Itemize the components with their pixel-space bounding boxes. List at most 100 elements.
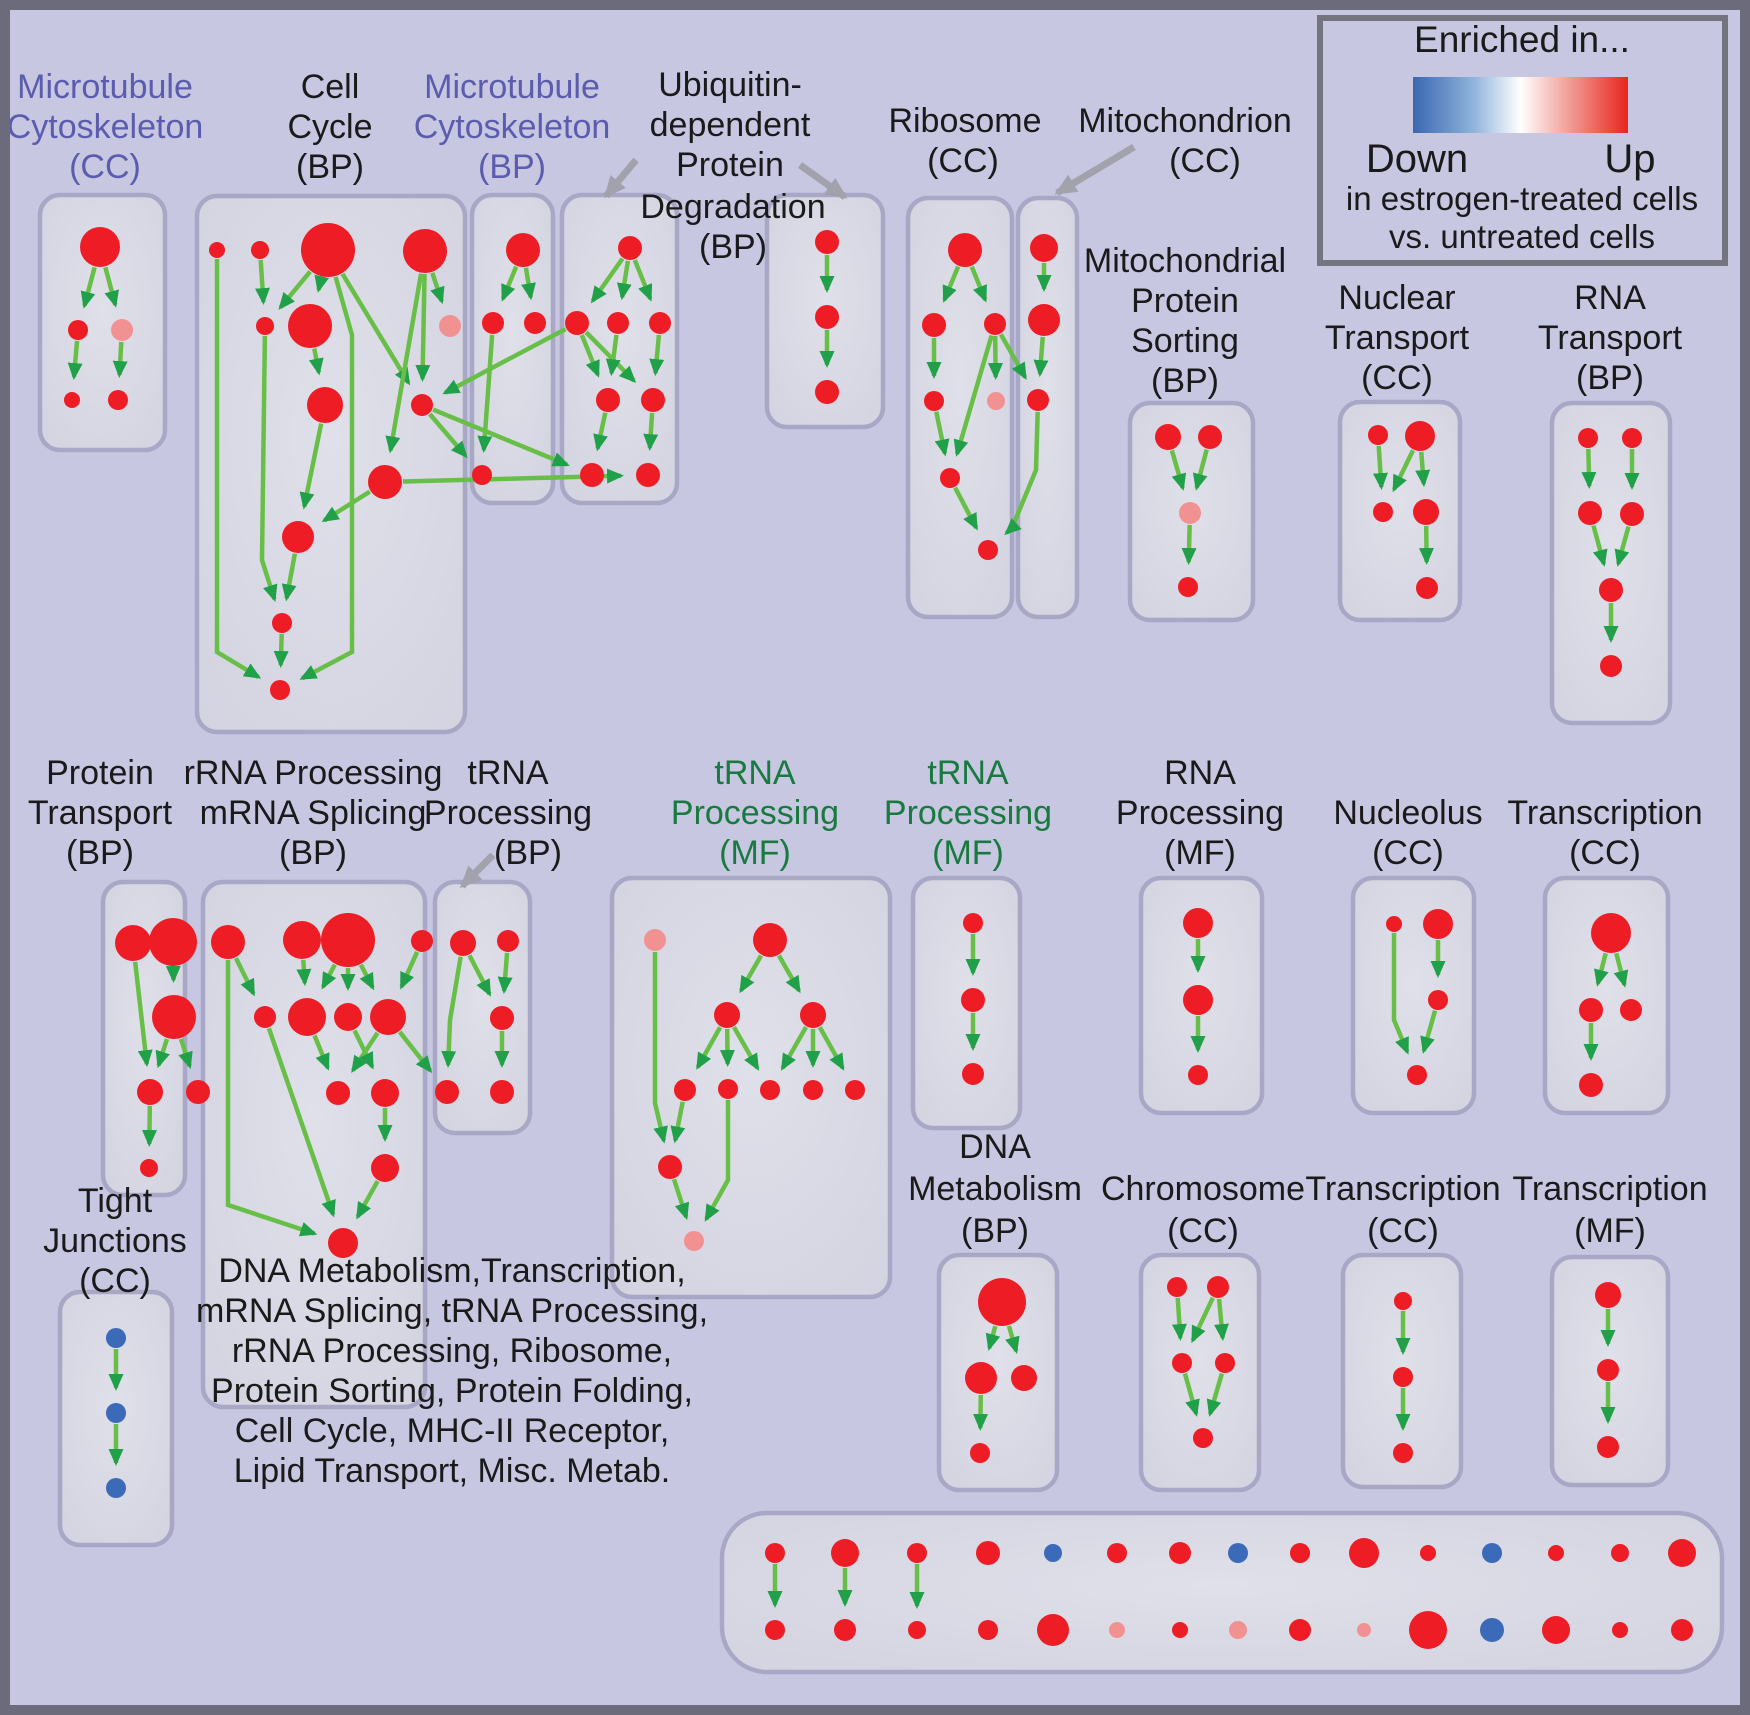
panel-node-bottom-8 [1229,1621,1247,1639]
group-label: Nucleolus [1333,794,1482,832]
nuclear-transport-box [1337,399,1463,623]
chromosome-edge [1213,1298,1229,1342]
ubiquitin-a-edge [643,412,659,452]
transcription-cc-2-node-2 [1620,999,1642,1021]
group-label: RNA [1164,754,1236,792]
group-label: (MF) [719,834,791,872]
chromosome-node-2 [1172,1353,1192,1373]
panel-node-top-10 [1349,1538,1379,1568]
transcription-mf-node-1 [1597,1359,1619,1381]
microtubule-cc-node-2 [111,319,133,341]
group-label: (CC) [1361,359,1433,397]
trna-mf-1-edge [732,1026,760,1071]
group-label: Cytoskeleton [7,108,204,146]
group-label: tRNA [467,754,549,792]
trna-bp-edge [467,954,492,997]
group-label: Transcription [1512,1170,1707,1208]
ribosome-edge [988,335,1004,381]
panel-node-bottom-9 [1289,1619,1311,1641]
cell-cycle-edge [255,259,270,306]
ubiquitin-a-node-3 [649,312,671,334]
ubiquitin-a-edge [590,257,625,304]
cell-cycle-node-2 [301,223,355,277]
cell-cycle-edge [299,276,355,681]
group-label: DNA [959,1128,1031,1166]
protein-transport-edge [142,1105,157,1148]
protein-transport-edge [155,1038,170,1069]
nuclear-transport-node-3 [1413,499,1439,525]
nuclear-transport-edge [1391,449,1416,493]
nucleolus-node-3 [1407,1065,1427,1085]
trna-mf-1-node-4 [674,1079,696,1101]
panel-node-top-5 [1044,1544,1062,1562]
cell-cycle-edge [299,423,324,510]
protein-transport-node-2 [152,995,196,1039]
panel-node-top-13 [1548,1545,1564,1561]
chromosome-edge [1182,1372,1200,1417]
ribosome-node-3 [924,391,944,411]
shared-terms-caption-line: mRNA Splicing, tRNA Processing, [196,1292,708,1330]
group-label: (CC) [1367,1212,1439,1250]
protein-transport-node-0 [115,925,151,961]
group-label: (BP) [1576,359,1644,397]
ubiquitin-a-edge [649,334,665,377]
cross-box-edge [428,412,468,459]
ribosome-edge [934,411,950,457]
cell-cycle-edge [278,270,312,310]
microtubule-cc-edge [80,266,97,309]
ubiquitin-b-node-2 [815,380,839,404]
group-label: Transport [28,794,173,832]
group-label: Processing [424,794,592,832]
rrna-mrna-node-1 [283,921,321,959]
mitochondrion-box [1015,195,1080,620]
ubiquitin-a-node-5 [641,388,665,412]
panel-node-bottom-12 [1480,1618,1504,1642]
group-label: rRNA Processing [184,754,443,792]
nucleolus-edge [1420,1009,1438,1054]
tight-junctions-node-1 [106,1403,126,1423]
microtubule-bp-node-2 [524,312,546,334]
group-label: Protein [676,146,784,184]
protein-transport-node-4 [186,1080,210,1104]
cell-cycle-node-1 [251,241,269,259]
group-label: Mitochondrial [1084,242,1286,280]
nucleolus-edge [1391,933,1410,1055]
group-label: (MF) [1574,1212,1646,1250]
panel-node-top-8 [1228,1543,1248,1563]
mito-protein-sorting-node-0 [1155,424,1181,450]
ribosome-box [905,195,1015,620]
group-label: (BP) [494,834,562,872]
group-label: (BP) [279,834,347,872]
rrna-mrna-node-6 [334,1003,362,1031]
ubiquitin-b-node-0 [815,230,839,254]
panel-node-top-9 [1290,1543,1310,1563]
ubiquitin-a-node-4 [596,388,620,412]
rrna-mrna-edge [225,960,318,1237]
rrna-mrna-node-8 [326,1081,350,1105]
group-label: (BP) [699,228,767,266]
cross-box-edge [432,407,570,467]
transcription-cc-3-node-2 [1393,1443,1413,1463]
cell-cycle-node-0 [209,242,225,258]
transcription-cc-2-node-0 [1591,913,1631,953]
group-label: Mitochondrion [1078,102,1292,140]
rrna-mrna-edge [399,951,420,990]
rna-transport-node-5 [1600,655,1622,677]
ribosome-edge [953,334,994,457]
rna-processing-mf-node-0 [1183,908,1213,938]
rna-transport-node-3 [1620,502,1644,526]
rrna-mrna-node-10 [371,1154,399,1182]
ubiquitin-a-node-6 [580,463,604,487]
group-label: (CC) [927,142,999,180]
group-label: tRNA [714,754,796,792]
group-label: Microtubule [17,68,193,106]
rrna-mrna-node-4 [254,1006,276,1028]
group-label: Nuclear [1338,279,1455,317]
cell-cycle-node-4 [256,317,274,335]
label-pointer-arrow [459,852,496,889]
trna-mf-1-node-10 [684,1231,704,1251]
group-label: (BP) [478,148,546,186]
cell-cycle-node-11 [272,613,292,633]
microtubule-cc-edge [103,266,120,308]
